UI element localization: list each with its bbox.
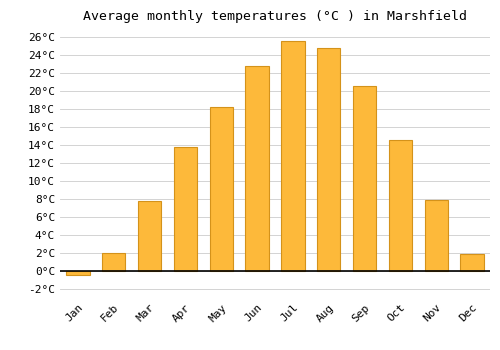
Bar bbox=[138, 201, 161, 271]
Bar bbox=[389, 140, 412, 271]
Bar bbox=[353, 86, 376, 271]
Bar bbox=[66, 271, 90, 275]
Bar bbox=[102, 253, 126, 271]
Bar bbox=[460, 254, 483, 271]
Bar bbox=[317, 48, 340, 271]
Bar bbox=[246, 66, 268, 271]
Title: Average monthly temperatures (°C ) in Marshfield: Average monthly temperatures (°C ) in Ma… bbox=[83, 10, 467, 23]
Bar bbox=[210, 107, 233, 271]
Bar bbox=[174, 147, 197, 271]
Bar bbox=[282, 42, 304, 271]
Bar bbox=[424, 199, 448, 271]
